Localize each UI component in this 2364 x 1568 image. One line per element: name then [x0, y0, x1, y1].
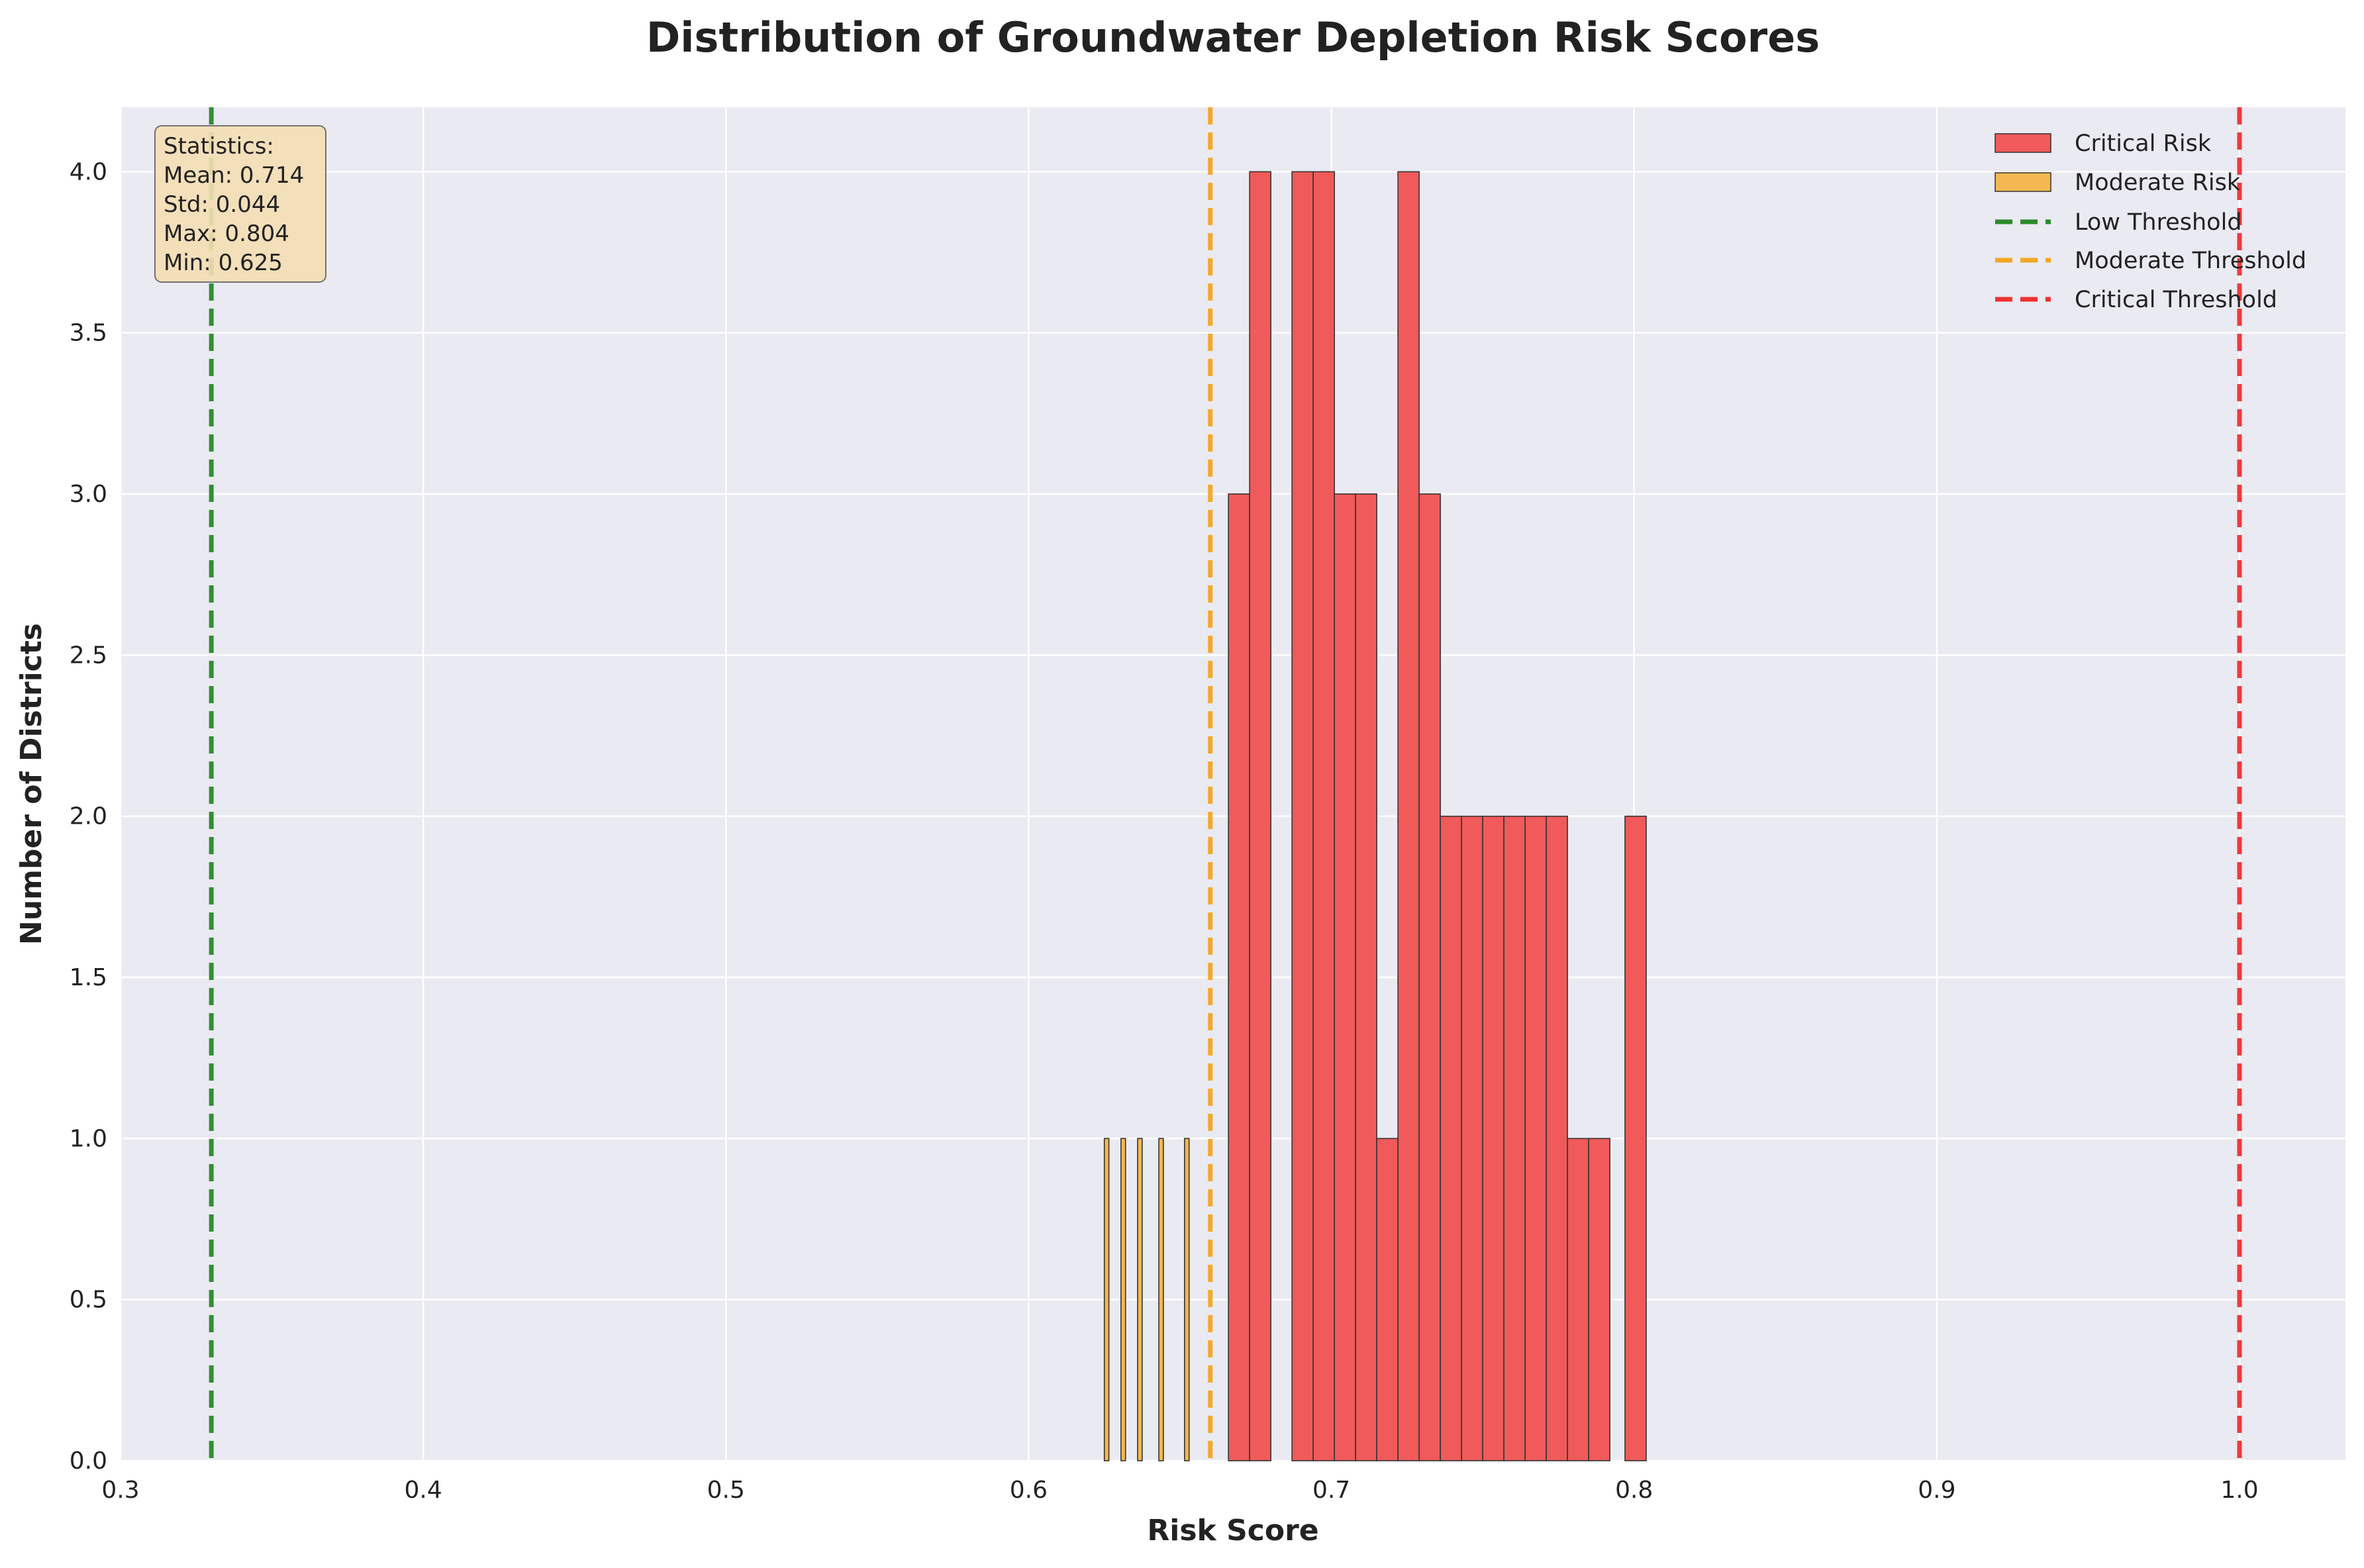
stats-min: Min: 0.625	[164, 250, 283, 276]
moderate-risk-bar-4	[1184, 1138, 1190, 1461]
moderate-risk-bar-3	[1158, 1138, 1164, 1461]
stats-max: Max: 0.804	[164, 220, 289, 247]
legend: Critical Risk Moderate Risk Low Threshol…	[1995, 130, 2306, 313]
critical-risk-bar-7	[1376, 1138, 1399, 1461]
legend-label-low-threshold: Low Threshold	[2075, 209, 2242, 236]
critical-risk-bar-16	[1567, 1138, 1589, 1461]
chart-title: Distribution of Groundwater Depletion Ri…	[646, 13, 1820, 62]
statistics-box-background	[154, 125, 326, 283]
legend-swatch-moderate-risk	[1995, 172, 2051, 192]
critical-risk-bar-19	[1624, 815, 1647, 1461]
x-tick-label-1: 0.4	[405, 1477, 442, 1504]
critical-risk-bar-6	[1355, 493, 1377, 1461]
critical-risk-bar-11	[1461, 815, 1483, 1461]
moderate-risk-bar-2	[1137, 1138, 1143, 1461]
critical-risk-bar-4	[1312, 171, 1335, 1461]
y-tick-labels: 0.0 0.5 1.0 1.5 2.0 2.5 3.0 3.5 4.0	[70, 158, 107, 1475]
x-tick-label-5: 0.8	[1615, 1477, 1653, 1504]
moderate-risk-bar-1	[1120, 1138, 1126, 1461]
critical-risk-bar-10	[1440, 815, 1462, 1461]
critical-risk-bar-15	[1546, 815, 1568, 1461]
y-tick-label-1: 0.5	[70, 1287, 107, 1314]
y-tick-label-2: 1.0	[70, 1125, 107, 1152]
x-tick-label-6: 0.9	[1918, 1477, 1955, 1504]
stats-std: Std: 0.044	[164, 191, 280, 218]
y-tick-label-6: 3.0	[70, 481, 107, 508]
stats-heading: Statistics:	[164, 133, 274, 160]
legend-label-critical-threshold: Critical Threshold	[2075, 287, 2277, 313]
legend-swatch-critical-risk	[1995, 133, 2051, 153]
x-tick-label-7: 1.0	[2220, 1477, 2258, 1504]
x-tick-label-4: 0.7	[1312, 1477, 1350, 1504]
statistics-box: Statistics: Mean: 0.714 Std: 0.044 Max: …	[154, 125, 326, 283]
x-tick-labels: 0.3 0.4 0.5 0.6 0.7 0.8 0.9 1.0	[101, 1477, 2258, 1504]
critical-risk-bar-12	[1482, 815, 1504, 1461]
y-tick-label-3: 1.5	[70, 964, 107, 991]
critical-risk-bar-5	[1334, 493, 1356, 1461]
stats-mean: Mean: 0.714	[164, 162, 304, 189]
critical-risk-bar-14	[1524, 815, 1547, 1461]
legend-label-moderate-threshold: Moderate Threshold	[2075, 248, 2306, 274]
critical-risk-bar-1	[1249, 171, 1271, 1461]
legend-label-moderate-risk: Moderate Risk	[2075, 170, 2241, 196]
x-axis-label: Risk Score	[1147, 1514, 1318, 1547]
y-tick-label-8: 4.0	[70, 158, 107, 185]
x-tick-label-2: 0.5	[707, 1477, 745, 1504]
critical-risk-bar-8	[1397, 171, 1420, 1461]
x-tick-label-0: 0.3	[101, 1477, 139, 1504]
critical-risk-bar-9	[1418, 493, 1441, 1461]
x-tick-label-3: 0.6	[1010, 1477, 1048, 1504]
y-tick-label-0: 0.0	[70, 1447, 107, 1475]
moderate-risk-bar-0	[1103, 1138, 1110, 1461]
histogram-bars	[1103, 171, 1647, 1461]
critical-risk-bar-17	[1588, 1138, 1610, 1461]
legend-label-critical-risk: Critical Risk	[2075, 130, 2212, 157]
y-tick-label-7: 3.5	[70, 320, 107, 347]
critical-risk-bar-0	[1228, 493, 1250, 1461]
y-tick-label-4: 2.0	[70, 803, 107, 830]
critical-risk-bar-13	[1503, 815, 1526, 1461]
critical-risk-bar-3	[1291, 171, 1314, 1461]
y-axis-label: Number of Districts	[15, 623, 48, 945]
y-tick-label-5: 2.5	[70, 642, 107, 669]
